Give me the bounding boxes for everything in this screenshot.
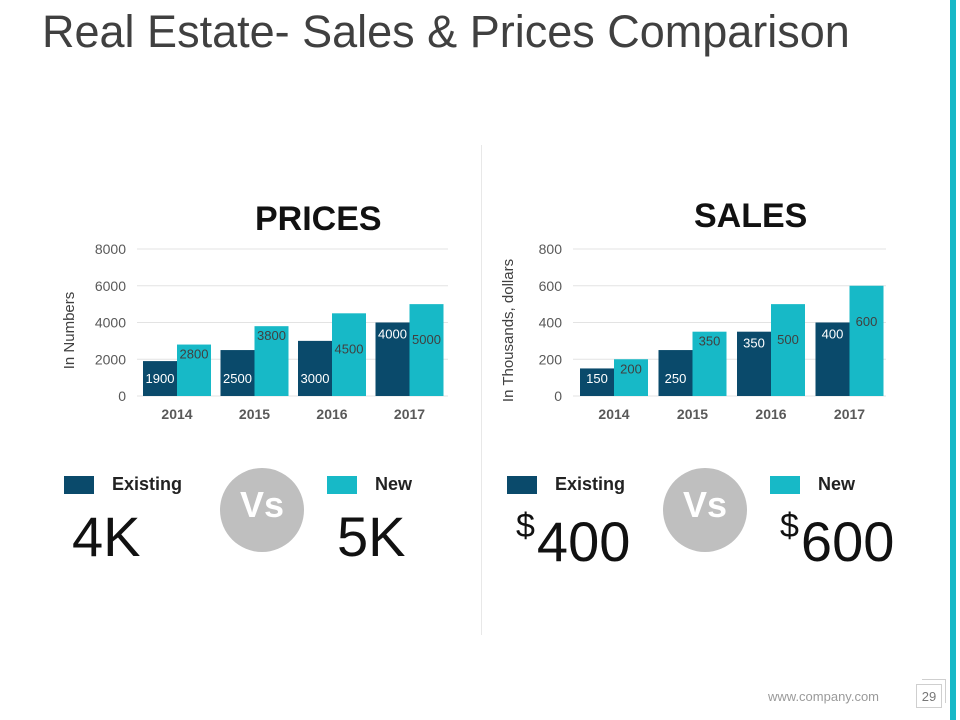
legend-existing-label: Existing (555, 474, 626, 494)
page-title: Real Estate- Sales & Prices Comparison (42, 6, 850, 57)
sales-bar-existing (580, 368, 614, 396)
sales-data-label: 500 (777, 332, 799, 347)
sales-y-tick-label: 600 (539, 278, 563, 294)
existing-swatch (64, 475, 94, 494)
prices-bar-new (177, 344, 211, 396)
sales-legend-new: New (770, 474, 855, 495)
sales-new-value: $600 (780, 509, 894, 570)
currency-symbol: $ (780, 507, 799, 545)
sales-bar-new (771, 304, 805, 396)
sales-bar-existing (737, 331, 771, 396)
sales-data-label: 400 (822, 327, 844, 342)
sales-new-number: 600 (800, 510, 895, 573)
currency-symbol: $ (516, 507, 535, 545)
prices-bar-new (332, 313, 366, 396)
sales-y-tick-label: 0 (554, 388, 562, 404)
panel-divider (481, 145, 482, 635)
page-number-frame (922, 679, 946, 703)
prices-data-label: 3000 (301, 371, 330, 386)
sales-legend-existing: Existing (507, 474, 625, 495)
prices-data-label: 4000 (378, 327, 407, 342)
prices-y-tick-label: 4000 (95, 315, 126, 331)
sales-x-tick-label: 2015 (677, 406, 708, 422)
new-swatch (770, 475, 800, 494)
prices-y-tick-label: 8000 (95, 241, 126, 257)
prices-legend-existing: Existing (64, 474, 182, 495)
prices-bar-existing (298, 340, 332, 396)
sales-existing-value: $400 (516, 509, 630, 570)
prices-vs-badge: Vs (220, 468, 304, 552)
prices-y-tick-label: 6000 (95, 278, 126, 294)
sales-y-tick-label: 800 (539, 241, 563, 257)
sales-data-label: 350 (699, 334, 721, 349)
prices-bar-new (254, 326, 289, 396)
prices-y-tick-label: 2000 (95, 351, 126, 367)
sales-bar-existing (815, 322, 850, 396)
prices-bar-existing (143, 361, 177, 396)
sales-y-axis-title: In Thousands, dollars (500, 259, 517, 402)
sales-x-tick-label: 2017 (834, 406, 865, 422)
sales-bar-existing (658, 350, 693, 396)
prices-y-axis-title: In Numbers (61, 292, 78, 370)
prices-data-label: 1900 (146, 371, 175, 386)
sales-vs-badge: Vs (663, 468, 747, 552)
sales-data-label: 350 (743, 336, 765, 351)
sales-x-tick-label: 2014 (598, 406, 629, 422)
sales-bar-new (692, 331, 727, 396)
prices-x-tick-label: 2015 (239, 406, 270, 422)
sales-y-tick-label: 400 (539, 315, 563, 331)
footer-url[interactable]: www.company.com (768, 689, 880, 704)
prices-data-label: 3800 (257, 328, 286, 343)
accent-bar (950, 0, 956, 720)
prices-existing-value: 4K (72, 505, 141, 568)
prices-legend-new: New (327, 474, 412, 495)
sales-y-tick-label: 200 (539, 351, 563, 367)
page-number: 29 (916, 684, 942, 708)
sales-data-label: 600 (856, 314, 878, 329)
prices-x-tick-label: 2017 (394, 406, 425, 422)
sales-x-tick-label: 2016 (755, 406, 786, 422)
new-swatch (327, 475, 357, 494)
existing-swatch (507, 475, 537, 494)
sales-chart-title: SALES (694, 197, 808, 235)
sales-existing-number: 400 (536, 510, 631, 573)
prices-data-label: 2800 (180, 347, 209, 362)
prices-bar-existing (375, 322, 410, 396)
prices-bar-existing (220, 350, 255, 396)
prices-data-label: 2500 (223, 371, 252, 386)
prices-x-tick-label: 2016 (316, 406, 347, 422)
sales-data-label: 200 (620, 361, 642, 376)
legend-new-label: New (818, 474, 856, 494)
prices-new-value: 5K (337, 505, 406, 568)
prices-chart-title: PRICES (255, 200, 382, 238)
sales-bar-new (614, 359, 648, 396)
prices-x-tick-label: 2014 (161, 406, 192, 422)
sales-data-label: 150 (586, 371, 608, 386)
prices-data-label: 4500 (335, 341, 364, 356)
sales-bar-new (849, 285, 884, 396)
prices-data-label: 5000 (412, 332, 441, 347)
prices-y-tick-label: 0 (118, 388, 126, 404)
legend-existing-label: Existing (112, 474, 183, 494)
sales-data-label: 250 (665, 371, 687, 386)
prices-bar-new (409, 304, 444, 396)
legend-new-label: New (375, 474, 413, 494)
